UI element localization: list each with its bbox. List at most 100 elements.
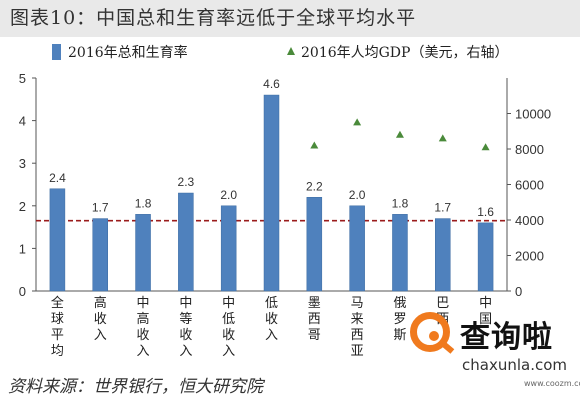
x-tick-label-char: 等 [179, 311, 192, 327]
magnifier-handle-icon [439, 340, 455, 354]
y-left-tick-label: 4 [19, 114, 26, 129]
bar-value-label: 1.8 [392, 196, 409, 210]
x-tick-label-char: 低 [222, 312, 235, 327]
legend-marker-swatch [287, 47, 295, 55]
bars-group: 2.4 1.7 1.8 2.3 2.0 4.6 2.2 2.0 1.8 1.7 1.6 [49, 77, 494, 292]
x-tick-label-char: 均 [51, 344, 64, 359]
y-left-tick-label: 5 [19, 71, 26, 86]
bar [392, 214, 408, 292]
x-tick-label-char: 中 [179, 296, 192, 311]
y-right-tick-label: 0 [515, 284, 522, 299]
x-tick-label: 全球平均 [51, 295, 64, 359]
bar-value-label: 2.4 [49, 171, 66, 185]
x-tick-label: 中国 [479, 296, 492, 327]
x-tick-label-char: 巴 [436, 296, 449, 311]
y-right-tick-label: 6000 [515, 178, 544, 193]
x-tick-label-char: 收 [179, 328, 192, 343]
gdp-marker [310, 141, 319, 149]
bar-value-label: 1.8 [135, 196, 152, 210]
x-tick-label-char: 中 [137, 296, 150, 311]
x-tick-label: 低收入 [265, 296, 278, 343]
x-tick-label-char: 收 [94, 312, 107, 327]
bar-value-label: 2.0 [349, 188, 366, 202]
bar-value-label: 1.7 [92, 201, 109, 215]
x-tick-label-char: 收 [265, 312, 278, 327]
x-tick-label: 马来西亚 [351, 296, 364, 359]
bar [220, 205, 237, 292]
y-right-tick-label: 4000 [515, 213, 544, 228]
bar [306, 197, 323, 292]
bar-value-label: 2.0 [220, 188, 237, 202]
legend: 2016年总和生育率 2016年人均GDP（美元，右轴） [52, 44, 508, 61]
x-tick-label-char: 高 [137, 311, 150, 327]
axes: 0 1 2 3 4 5 0 2000 4000 6000 8000 10000 [19, 71, 551, 299]
chart-title: 图表10：中国总和生育率远低于全球平均水平 [0, 0, 580, 37]
x-tick-label-char: 国 [479, 312, 492, 327]
x-tick-label-char: 西 [351, 328, 364, 343]
watermark-url: chaxunla.com [462, 356, 567, 374]
x-tick-label: 俄罗斯 [393, 296, 406, 343]
x-tick-label-char: 入 [94, 328, 107, 343]
bar [435, 218, 451, 292]
x-tick-label-char: 低 [265, 296, 278, 311]
x-tick-label: 墨西哥 [308, 296, 321, 343]
x-tick-label-char: 哥 [308, 328, 321, 343]
legend-bar-label: 2016年总和生育率 [68, 44, 188, 61]
gdp-marker [395, 130, 404, 138]
bar-value-label: 4.6 [263, 77, 280, 91]
x-tick-label-char: 入 [137, 344, 150, 359]
x-tick-label-char: 收 [222, 328, 235, 343]
bar [49, 188, 66, 292]
watermark: 查询啦 chaxunla.com www.coozm.com [404, 300, 580, 396]
bar [178, 192, 194, 292]
legend-bar-swatch [52, 44, 61, 60]
x-tick-label-char: 墨 [308, 296, 321, 311]
bar [135, 214, 151, 292]
x-tick-label-char: 来 [351, 312, 364, 327]
magnifier-icon [410, 312, 450, 352]
x-tick-label-char: 入 [265, 328, 278, 343]
x-tick-label-char: 平 [51, 328, 64, 343]
bar [349, 205, 365, 292]
source-note: 资料来源：世界银行，恒大研究院 [8, 377, 263, 397]
x-tick-label: 中等收入 [179, 296, 192, 359]
x-tick-label-char: 斯 [393, 328, 406, 343]
x-tick-label-char: 入 [222, 344, 235, 359]
y-left-tick-label: 1 [19, 241, 26, 256]
x-tick-label: 高收入 [94, 295, 107, 343]
bar [92, 218, 108, 292]
x-tick-label-char: 全 [51, 295, 64, 311]
x-tick-label-char: 亚 [351, 344, 364, 359]
x-tick-label: 中低收入 [222, 296, 235, 359]
x-tick-label-char: 罗 [393, 312, 406, 327]
x-tick-label-char: 马 [351, 296, 364, 311]
x-tick-label-char: 中 [222, 296, 235, 311]
x-tick-label-char: 入 [179, 344, 192, 359]
bar-value-label: 2.3 [178, 175, 195, 189]
gdp-marker [438, 134, 447, 142]
gdp-marker [353, 118, 362, 126]
legend-marker-label: 2016年人均GDP（美元，右轴） [301, 45, 508, 61]
x-tick-label-char: 收 [137, 328, 150, 343]
y-left-tick-label: 2 [19, 199, 26, 214]
x-tick-label-char: 中 [479, 296, 492, 311]
watermark-url-small: www.coozm.com [524, 379, 580, 388]
x-tick-label-char: 高 [94, 295, 107, 311]
x-tick-label-char: 球 [51, 312, 64, 327]
bar-value-label: 1.7 [434, 201, 451, 215]
y-right-tick-label: 8000 [515, 142, 544, 157]
bar [477, 222, 494, 292]
watermark-name: 查询啦 [460, 320, 553, 355]
bar-value-label: 1.6 [477, 205, 494, 219]
bar [263, 94, 280, 292]
x-tick-label: 中高收入 [137, 296, 150, 359]
y-right-tick-label: 2000 [515, 249, 544, 264]
y-left-tick-label: 3 [19, 156, 26, 171]
y-left-tick-label: 0 [19, 284, 26, 299]
bar-value-label: 2.2 [306, 179, 323, 193]
y-right-tick-label: 10000 [515, 107, 551, 122]
gdp-marker [481, 143, 490, 151]
markers-group [310, 118, 490, 151]
x-tick-label-char: 俄 [393, 296, 406, 311]
